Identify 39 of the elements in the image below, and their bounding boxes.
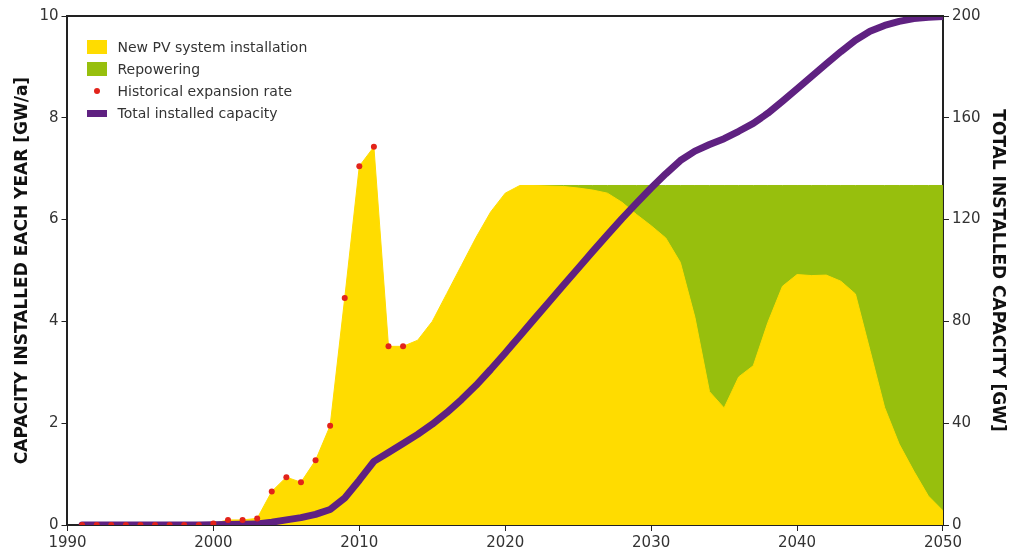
y-tick-label: 0 bbox=[48, 514, 59, 533]
point bbox=[254, 515, 261, 522]
legend-label: Repowering bbox=[117, 60, 201, 79]
y-tick-label: 2 bbox=[48, 413, 59, 432]
x-tick-label: 1990 bbox=[48, 532, 87, 551]
y2-axis-title: TOTAL INSTALLED CAPACITY [GW] bbox=[989, 109, 1010, 432]
point bbox=[356, 163, 363, 170]
legend-label: New PV system installation bbox=[117, 38, 308, 57]
y-tick-label: 10 bbox=[39, 5, 59, 24]
y2-tick-label: 80 bbox=[951, 311, 972, 330]
point bbox=[224, 516, 231, 523]
x-tick-label: 2020 bbox=[486, 532, 525, 551]
y-tick-label: 6 bbox=[48, 209, 59, 228]
point bbox=[297, 479, 304, 486]
x-tick-label: 2050 bbox=[923, 532, 963, 551]
point bbox=[327, 422, 334, 429]
legend-label: Total installed capacity bbox=[117, 104, 278, 123]
y2-tick-label: 160 bbox=[951, 107, 981, 126]
y-tick-label: 4 bbox=[48, 311, 59, 330]
point bbox=[341, 294, 348, 301]
x-tick-label: 2040 bbox=[777, 532, 817, 551]
x-tick-label: 2030 bbox=[632, 532, 671, 551]
y2-tick-label: 0 bbox=[951, 514, 962, 533]
y-axis-title: CAPACITY INSTALLED EACH YEAR [GW/a] bbox=[10, 76, 31, 465]
point bbox=[385, 343, 392, 350]
point bbox=[370, 143, 377, 150]
point bbox=[268, 488, 275, 495]
point bbox=[400, 343, 407, 350]
y2-tick-label: 120 bbox=[951, 209, 981, 228]
point bbox=[239, 516, 246, 523]
x-tick-label: 2000 bbox=[194, 532, 233, 551]
point bbox=[210, 520, 217, 525]
x-tick-label: 2010 bbox=[340, 532, 379, 551]
point bbox=[312, 457, 319, 464]
legend-label: Historical expansion rate bbox=[117, 82, 293, 101]
point bbox=[283, 474, 290, 481]
y2-tick-label: 200 bbox=[951, 5, 981, 24]
y2-tick-label: 40 bbox=[951, 413, 972, 432]
y-tick-label: 8 bbox=[48, 107, 59, 126]
